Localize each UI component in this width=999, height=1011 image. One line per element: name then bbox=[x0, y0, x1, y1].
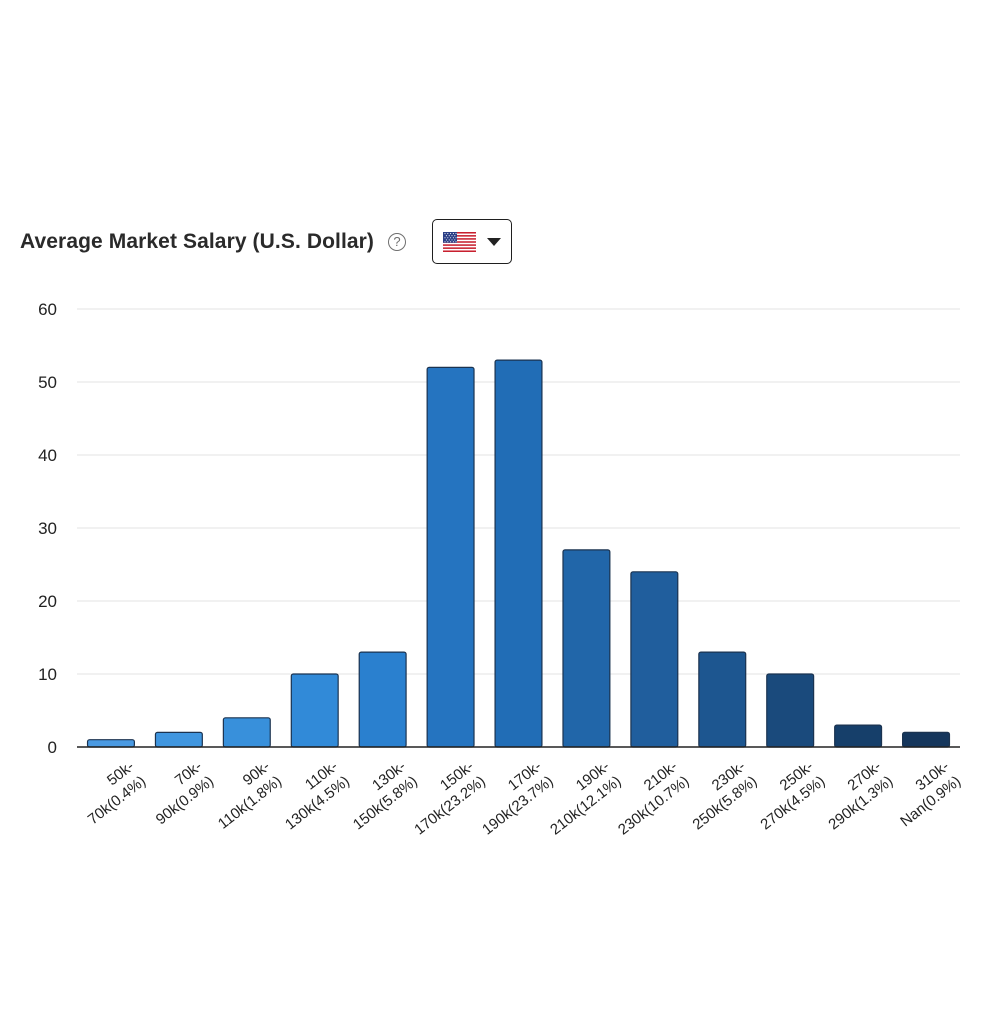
x-tick-label: 70k-90k(0.9%) bbox=[141, 758, 217, 828]
y-tick-label: 30 bbox=[38, 519, 57, 538]
bar[interactable] bbox=[766, 673, 815, 748]
x-tick-label: 90k-110k(1.8%) bbox=[203, 758, 285, 833]
bar[interactable] bbox=[902, 731, 951, 748]
bar[interactable] bbox=[630, 571, 679, 748]
x-tick-label: 250k-270k(4.5%) bbox=[746, 758, 829, 834]
y-tick-label: 40 bbox=[38, 446, 57, 465]
x-tick-label: 270k-290k(1.3%) bbox=[814, 758, 897, 834]
bar[interactable] bbox=[290, 673, 339, 748]
x-tick-label: 110k-130k(4.5%) bbox=[270, 758, 353, 834]
x-tick-label: 190k-210k(12.1%) bbox=[535, 758, 624, 839]
x-tick-label: 230k-250k(5.8%) bbox=[678, 758, 761, 834]
currency-selector[interactable] bbox=[432, 219, 513, 264]
x-tick-label: 50k-70k(0.4%) bbox=[73, 758, 149, 828]
bar[interactable] bbox=[154, 731, 203, 748]
y-tick-label: 50 bbox=[38, 373, 57, 392]
x-tick-label: 210k-230k(10.7%) bbox=[603, 758, 692, 839]
bar[interactable] bbox=[562, 549, 611, 748]
bar[interactable] bbox=[86, 739, 135, 748]
us-flag-icon bbox=[443, 231, 477, 252]
caret-down-icon bbox=[487, 237, 502, 246]
y-tick-label: 60 bbox=[38, 300, 57, 319]
bar[interactable] bbox=[834, 724, 883, 748]
x-tick-label: 310k-Nan(0.9%) bbox=[886, 758, 965, 831]
bar[interactable] bbox=[222, 717, 271, 748]
y-tick-label: 0 bbox=[48, 738, 57, 757]
bar[interactable] bbox=[358, 651, 407, 748]
question-circle-icon[interactable]: ? bbox=[388, 232, 407, 251]
bar[interactable] bbox=[426, 366, 475, 748]
y-tick-label: 10 bbox=[38, 665, 57, 684]
chart-title: Average Market Salary (U.S. Dollar) bbox=[20, 229, 375, 253]
x-tick-label: 130k-150k(5.8%) bbox=[338, 758, 421, 834]
chart-header: Average Market Salary (U.S. Dollar) ? bbox=[20, 219, 513, 264]
x-tick-label: 150k-170k(23.2%) bbox=[400, 758, 489, 839]
y-tick-label: 20 bbox=[38, 592, 57, 611]
x-tick-label: 170k-190k(23.7%) bbox=[467, 758, 556, 839]
bar[interactable] bbox=[494, 359, 543, 748]
bar[interactable] bbox=[698, 651, 747, 748]
